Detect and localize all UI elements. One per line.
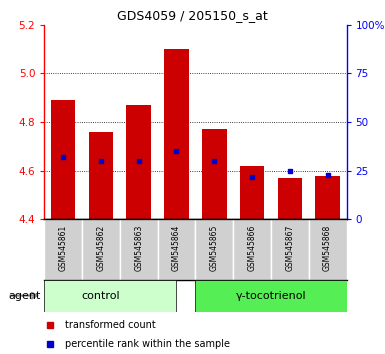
Text: transformed count: transformed count <box>65 320 156 330</box>
Text: GSM545864: GSM545864 <box>172 224 181 271</box>
Bar <box>278 178 302 219</box>
Text: agent: agent <box>8 291 40 301</box>
Text: GSM545865: GSM545865 <box>210 224 219 271</box>
Text: percentile rank within the sample: percentile rank within the sample <box>65 339 231 349</box>
Bar <box>196 280 365 312</box>
Text: γ-tocotrienol: γ-tocotrienol <box>236 291 306 301</box>
Bar <box>196 219 233 280</box>
Text: GSM545861: GSM545861 <box>59 224 68 270</box>
Bar <box>240 166 264 219</box>
Text: GSM545867: GSM545867 <box>285 224 295 271</box>
Text: GSM545863: GSM545863 <box>134 224 143 271</box>
Text: GDS4059 / 205150_s_at: GDS4059 / 205150_s_at <box>117 9 268 22</box>
Bar <box>126 105 151 219</box>
Bar <box>202 130 226 219</box>
Bar <box>89 132 113 219</box>
Bar <box>309 219 346 280</box>
Bar <box>271 219 309 280</box>
Text: GSM545862: GSM545862 <box>96 224 105 270</box>
Bar <box>51 100 75 219</box>
Bar <box>164 49 189 219</box>
Bar <box>44 280 176 312</box>
Bar <box>120 219 157 280</box>
Text: GSM545866: GSM545866 <box>248 224 256 271</box>
Bar <box>44 219 82 280</box>
Bar <box>233 219 271 280</box>
Bar <box>315 176 340 219</box>
Text: control: control <box>82 291 120 301</box>
Bar <box>157 219 195 280</box>
Bar <box>82 219 120 280</box>
Text: GSM545868: GSM545868 <box>323 224 332 270</box>
